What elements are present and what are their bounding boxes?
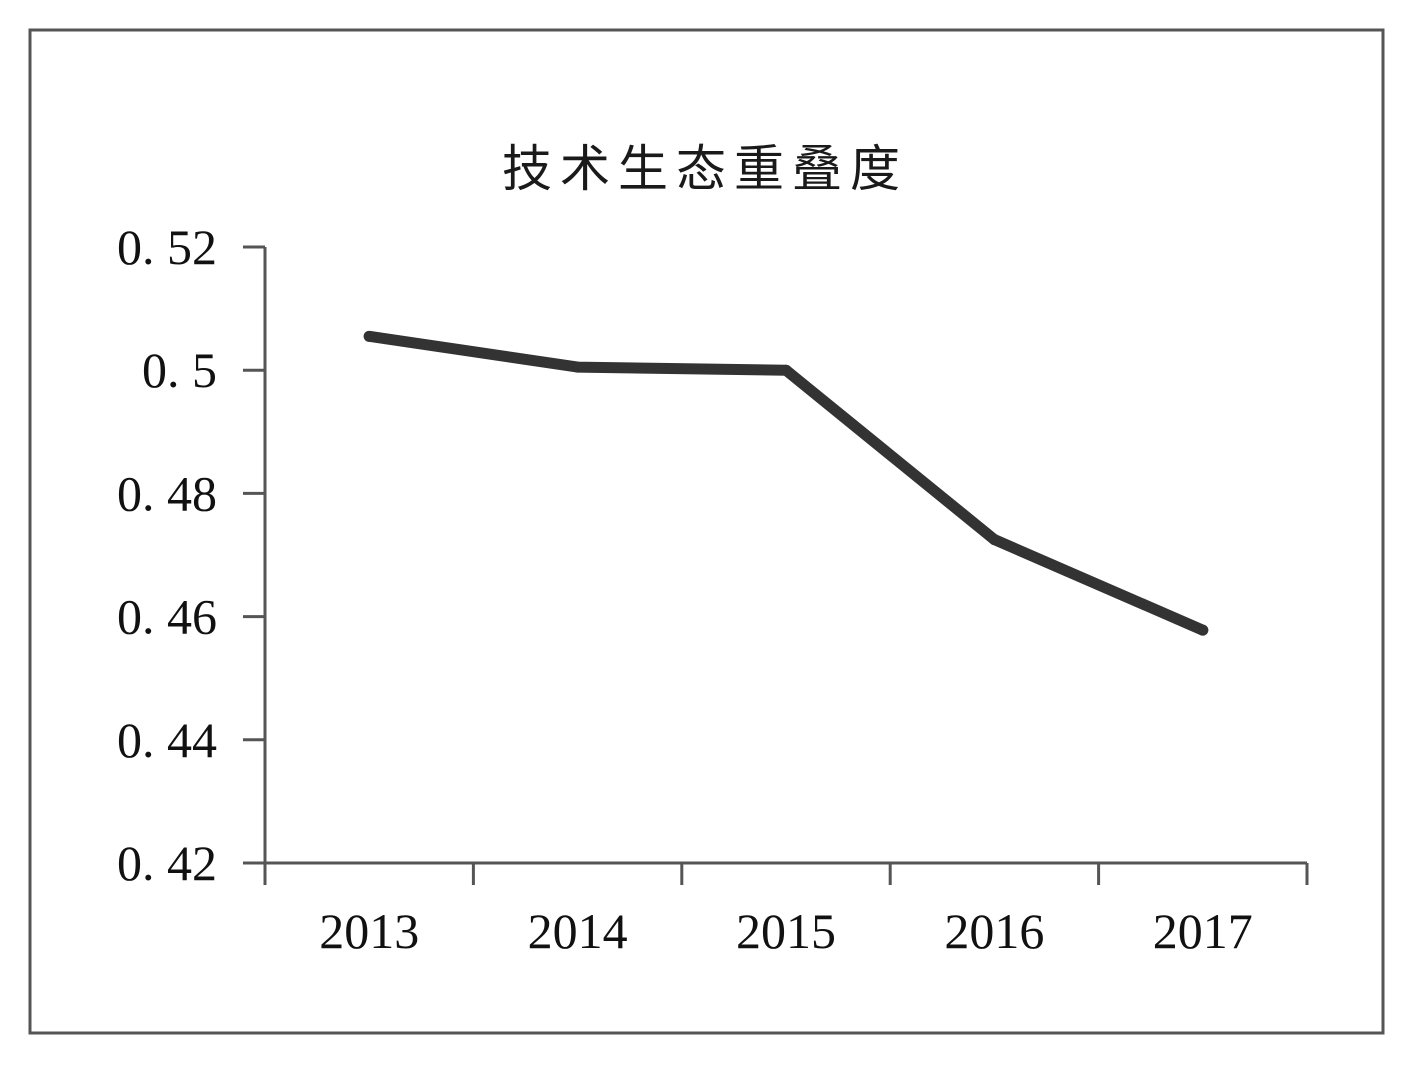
y-tick-label: 0. 48 [117, 465, 217, 521]
chart-frame [28, 28, 1385, 1035]
x-tick-label: 2013 [319, 903, 419, 959]
y-tick-label: 0. 42 [117, 835, 217, 891]
chart-title: 技术生态重叠度 [502, 140, 908, 198]
data-point [780, 364, 792, 376]
y-tick-label: 0. 44 [117, 712, 217, 768]
x-tick-label: 2017 [1153, 903, 1253, 959]
x-tick-label: 2015 [736, 903, 836, 959]
axes [243, 245, 1309, 885]
tick-labels: 0. 52 0. 5 0. 48 0. 46 0. 44 0. 42 2013 2014 201… [117, 219, 1253, 959]
y-tick-label: 0. 5 [142, 342, 217, 398]
series-layer [363, 330, 1209, 636]
y-tick-label: 0. 46 [117, 589, 217, 645]
data-point [363, 330, 375, 342]
x-tick-label: 2016 [944, 903, 1044, 959]
y-tick-label: 0. 52 [117, 219, 217, 275]
x-tick-label: 2014 [528, 903, 628, 959]
data-point [988, 534, 1000, 546]
data-point [1197, 624, 1209, 636]
data-point [572, 361, 584, 373]
